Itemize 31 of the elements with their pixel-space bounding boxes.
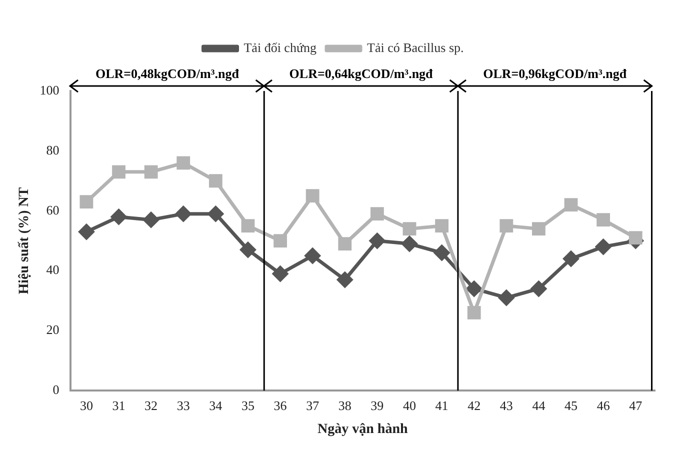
x-tick-label: 30: [80, 398, 93, 413]
x-tick-label: 38: [338, 398, 352, 413]
x-tick-label: 37: [306, 398, 320, 413]
x-tick-label: 33: [176, 398, 190, 413]
x-tick-label: 44: [532, 398, 546, 413]
legend-label: Tải có Bacillus sp.: [366, 40, 464, 55]
x-tick-label: 40: [402, 398, 416, 413]
x-tick-label: 47: [629, 398, 643, 413]
y-tick-label: 0: [52, 382, 60, 398]
y-tick-label: 100: [40, 82, 60, 98]
x-tick-label: 39: [370, 398, 384, 413]
x-tick-label: 42: [468, 398, 481, 413]
y-tick-label: 60: [46, 202, 60, 218]
x-tick-label: 34: [209, 398, 223, 413]
y-axis-title: Hiệu suất (%) NT: [17, 186, 32, 294]
x-tick-label: 35: [241, 398, 254, 413]
x-tick-label: 45: [564, 398, 578, 413]
x-tick-label: 43: [500, 398, 513, 413]
x-tick-label: 36: [274, 398, 288, 413]
x-tick-label: 46: [596, 398, 610, 413]
y-tick-label: 80: [46, 142, 60, 158]
text: OLR=0,48kgCOD/m³.ngđ: [95, 66, 240, 81]
x-axis-title: Ngày vận hành: [318, 422, 408, 438]
y-tick-label: 20: [46, 322, 60, 338]
text: OLR=0,64kgCOD/m³.ngđ: [289, 66, 434, 81]
x-tick-label: 31: [112, 398, 126, 413]
x-tick-label: 32: [144, 398, 158, 413]
x-tick-label: 41: [435, 398, 448, 413]
text: OLR=0,96kgCOD/m³.ngđ: [483, 66, 628, 81]
legend-label: Tải đối chứng: [244, 40, 317, 55]
y-tick-label: 40: [46, 262, 60, 278]
